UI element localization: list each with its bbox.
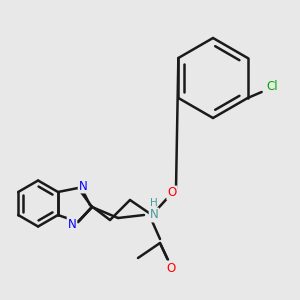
Text: Cl: Cl <box>267 80 278 92</box>
Text: N: N <box>68 218 76 230</box>
Text: O: O <box>167 187 177 200</box>
Text: N: N <box>150 208 158 221</box>
Text: O: O <box>167 262 176 275</box>
Text: N: N <box>79 179 87 193</box>
Text: H: H <box>150 198 158 208</box>
